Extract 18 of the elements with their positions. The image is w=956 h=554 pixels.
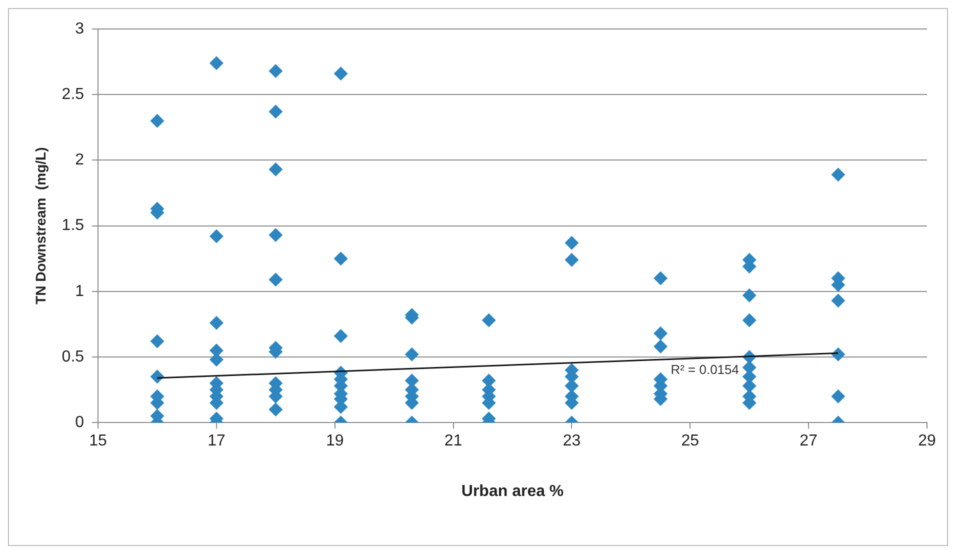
- x-tick-label: 21: [444, 432, 462, 450]
- y-axis-title: TN Downstream (mg/L): [32, 147, 48, 304]
- y-tick-label: 2: [75, 152, 84, 169]
- y-tick-label: 1.5: [62, 217, 84, 234]
- x-tick-label: 27: [800, 432, 818, 450]
- x-axis-title: Urban area %: [461, 482, 564, 500]
- y-tick-label: 0: [75, 414, 84, 432]
- x-tick-label: 17: [208, 432, 226, 450]
- x-tick-label: 19: [326, 432, 344, 450]
- x-tick-label: 25: [681, 432, 700, 450]
- y-tick-label: 2.5: [62, 86, 84, 104]
- x-tick-label: 15: [89, 432, 108, 450]
- x-tick-label: 23: [562, 432, 581, 450]
- y-tick-label: 3: [75, 20, 84, 38]
- x-tick-label: 29: [918, 432, 936, 450]
- y-tick-label: 1: [75, 282, 84, 300]
- annotation: R² = 0.0154: [670, 362, 739, 377]
- y-tick-label: 0.5: [62, 348, 84, 366]
